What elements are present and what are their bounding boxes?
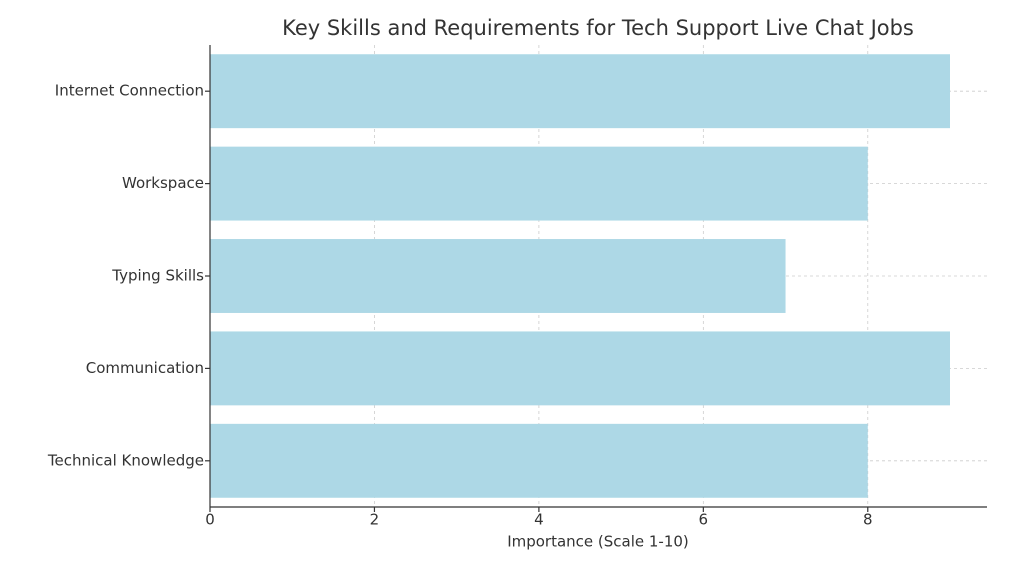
chart-title: Key Skills and Requirements for Tech Sup… [282, 16, 914, 40]
bar [210, 331, 950, 406]
y-tick-label: Workspace [122, 174, 204, 192]
bar [210, 239, 786, 313]
x-axis-label: Importance (Scale 1-10) [507, 533, 689, 551]
x-tick-label: 0 [205, 511, 215, 529]
y-tick-label: Typing Skills [111, 267, 204, 285]
x-tick-label: 4 [534, 511, 544, 529]
x-tick-label: 8 [863, 511, 873, 529]
x-tick-label: 6 [699, 511, 709, 529]
bar [210, 146, 868, 221]
y-tick-label: Internet Connection [55, 82, 204, 100]
bar [210, 54, 950, 129]
x-tick-label: 2 [370, 511, 380, 529]
y-tick-label: Technical Knowledge [47, 451, 204, 469]
y-tick-label: Communication [86, 359, 204, 377]
bar [210, 423, 868, 498]
